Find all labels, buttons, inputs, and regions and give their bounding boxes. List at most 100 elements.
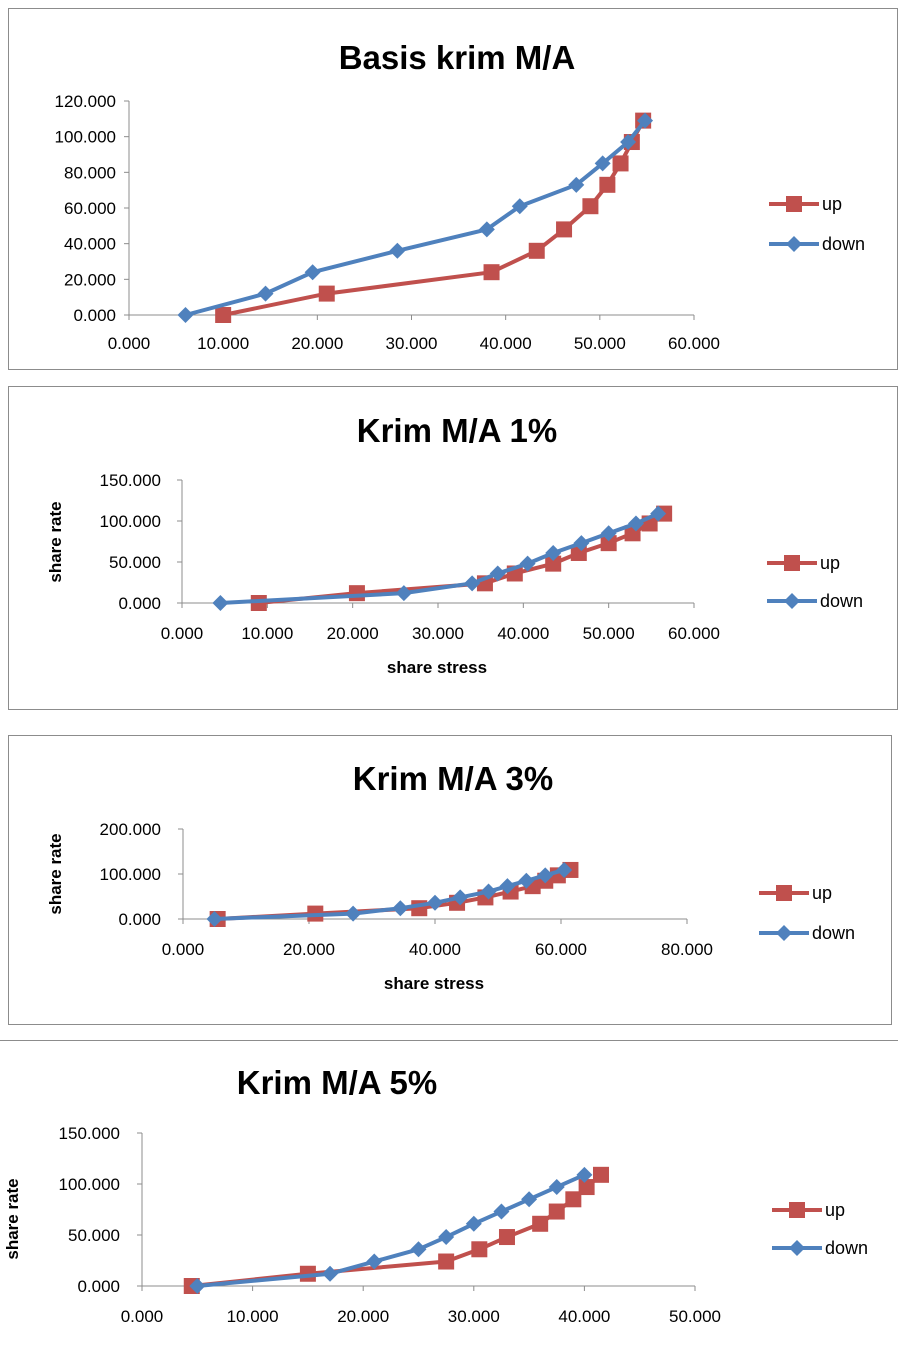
x-tick-label: 50.000 [574,334,626,353]
data-point-up [498,1229,515,1246]
legend-marker [776,885,792,901]
legend-label: down [820,591,863,611]
data-point-up [600,535,617,552]
x-tick-label: 60.000 [668,334,720,353]
series-line-down [214,868,565,921]
data-point-down [499,878,516,895]
data-point-down [478,221,495,238]
data-point-up [582,198,599,215]
x-tick-label: 0.000 [161,624,204,643]
chart-krim-3pct: Krim M/A 3% 0.000 100.000 200.000 0.000 20.00… [46,760,855,993]
y-tick-label: 60.000 [64,199,116,218]
series-down [177,112,654,323]
x-tick-label: 30.000 [448,1307,500,1326]
data-point-down [345,905,362,922]
x-tick-label: 0.000 [108,334,151,353]
chart-krim-5pct: Krim M/A 5% 0.000 50.000 100.000 150.000 0.00… [3,1064,868,1326]
data-point-down [322,1265,339,1282]
x-tick-label: 30.000 [386,334,438,353]
series-line-down [220,511,659,605]
y-axis-label: share rate [3,1178,22,1259]
x-tick-label: 20.000 [283,940,335,959]
series-down [189,1166,593,1294]
data-point-down [257,285,274,302]
legend-marker [786,236,802,252]
legend-entry-up: up [772,1200,845,1220]
chart-title: Krim M/A 5% [237,1064,437,1101]
data-point-up [318,285,335,302]
data-point-down [627,515,644,532]
y-tick-label: 0.000 [73,306,116,325]
data-point-down [427,894,443,911]
x-tick-label: 10.000 [197,334,249,353]
data-point-down [548,1179,565,1196]
chart-panel-1pct: Krim M/A 1% 0.000 50.000 100.000 150.000 0.00… [8,386,898,710]
legend-entry-up: up [767,553,840,573]
data-point-down [568,176,585,193]
data-point-up [565,1191,582,1208]
data-point-up [348,585,365,602]
series-up [215,112,652,323]
y-tick-label: 150.000 [100,471,161,490]
y-tick-label: 120.000 [55,92,116,111]
x-tick-label: 60.000 [535,940,587,959]
data-point-up [471,1241,488,1258]
data-point-up [528,242,545,259]
series-down [212,505,667,611]
series-line-down [197,1172,586,1288]
legend-label: up [812,883,832,903]
y-tick-label: 100.000 [100,512,161,531]
data-point-down [212,595,229,611]
y-axis-label: share rate [46,833,65,914]
legend-label: up [820,553,840,573]
x-tick-label: 20.000 [291,334,343,353]
data-point-down [452,889,469,906]
x-tick-label: 20.000 [327,624,379,643]
legend-label: down [822,234,865,254]
y-tick-label: 100.000 [59,1175,120,1194]
y-tick-label: 0.000 [118,594,161,613]
series-line-up [222,119,645,317]
x-tick-label: 50.000 [583,624,635,643]
legend-marker [786,196,802,212]
legend-entry-down: down [767,591,863,611]
legend-entry-down: down [772,1238,868,1258]
x-tick-label: 0.000 [162,940,205,959]
chart-krim-1pct: Krim M/A 1% 0.000 50.000 100.000 150.000 0.00… [46,412,863,677]
data-point-up [592,1166,609,1183]
chart-title: Krim M/A 3% [353,760,553,797]
legend-marker [784,555,800,571]
x-tick-label: 40.000 [558,1307,610,1326]
data-point-down [576,1166,593,1183]
y-tick-label: 80.000 [64,163,116,182]
data-point-down [366,1253,383,1270]
chart-panel-3pct: Krim M/A 3% 0.000 100.000 200.000 0.000 20.00… [8,735,892,1025]
data-point-down [493,1203,510,1220]
legend-entry-up: up [769,194,842,214]
data-point-down [177,307,194,323]
legend-label: up [825,1200,845,1220]
x-tick-label: 40.000 [480,334,532,353]
chart-basis-krim: Basis krim M/A 0.000 20.000 40.000 60.000 80.… [55,39,865,353]
x-tick-label: 80.000 [661,940,713,959]
chart-panel-5pct: Krim M/A 5% 0.000 50.000 100.000 150.000 0.00… [0,1040,898,1360]
x-tick-label: 60.000 [668,624,720,643]
y-tick-label: 100.000 [55,128,116,147]
x-tick-label: 30.000 [412,624,464,643]
x-tick-label: 0.000 [121,1307,164,1326]
legend-marker [789,1240,805,1256]
legend-label: down [825,1238,868,1258]
data-point-down [489,565,506,582]
legend-marker [776,925,792,941]
chart-title: Krim M/A 1% [357,412,557,449]
x-tick-label: 40.000 [497,624,549,643]
x-axis-label: share stress [384,974,484,993]
data-point-down [410,1241,427,1258]
data-point-down [600,525,617,542]
legend-entry-down: down [769,234,865,254]
series-down [206,861,573,927]
data-point-down [519,555,536,572]
data-point-down [545,544,562,561]
x-tick-label: 10.000 [241,624,293,643]
data-point-down [650,505,667,522]
